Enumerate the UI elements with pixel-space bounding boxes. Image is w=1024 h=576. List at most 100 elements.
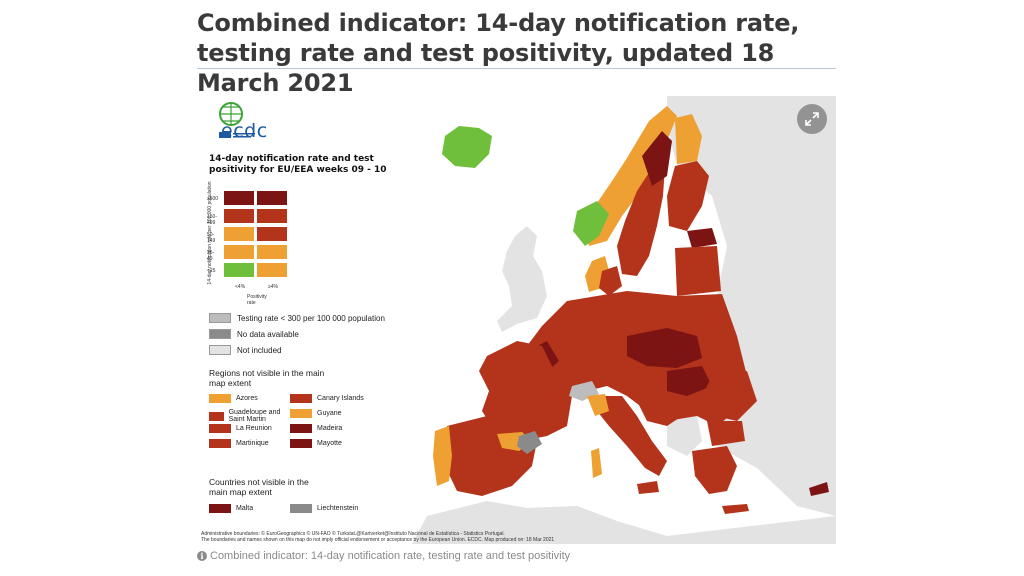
region-swatch: [290, 409, 312, 418]
ecdc-logo-text: ecdc: [221, 120, 268, 142]
region-label: Azores: [236, 395, 258, 402]
x-band-label: <4%: [235, 284, 246, 290]
page-title: Combined indicator: 14-day notification …: [197, 9, 800, 97]
y-band-label: 50-149: [207, 232, 216, 244]
map-footer: Administrative boundaries: © EuroGeograp…: [201, 531, 621, 543]
country-swatch: [290, 504, 312, 513]
region-label: Mayotte: [317, 440, 342, 447]
map-balkans-nonEU: [667, 416, 702, 456]
matrix-cell: [223, 208, 255, 224]
legend-key: No data available: [209, 329, 299, 339]
region-item: Madeira: [290, 424, 370, 433]
map-sicily: [637, 481, 659, 494]
region-item: Canary Islands: [290, 394, 370, 403]
map-latvia-lithuania: [675, 246, 721, 296]
region-item: Guadeloupe and Saint Martin: [209, 409, 289, 423]
region-swatch: [209, 394, 231, 403]
legend-key: Testing rate < 300 per 100 000 populatio…: [209, 313, 385, 323]
countries-title: Countries not visible in the main map ex…: [209, 477, 309, 497]
map-finland: [667, 161, 709, 231]
country-label: Liechtenstein: [317, 505, 359, 512]
map-legend: ecdc 14-day notification rate and test p…: [197, 96, 407, 526]
expand-button[interactable]: [797, 104, 827, 134]
region-swatch: [290, 424, 312, 433]
y-band-label: 25-49: [207, 250, 215, 262]
info-icon: i: [197, 551, 207, 561]
country-swatch: [209, 504, 231, 513]
map-denmark: [599, 266, 622, 296]
map-finland-north: [675, 114, 702, 164]
title-divider: [197, 68, 836, 69]
legend-swatch: [209, 313, 231, 323]
region-item: La Reunion: [209, 424, 289, 433]
map-greece: [692, 446, 737, 494]
footer-boundaries: Administrative boundaries: © EuroGeograp…: [201, 531, 505, 537]
ecdc-logo-icon: [219, 102, 255, 138]
matrix-cell: [223, 190, 255, 206]
legend-key-label: No data available: [237, 329, 299, 339]
map-iceland: [442, 126, 492, 168]
map-figure: ecdc 14-day notification rate and test p…: [197, 96, 836, 544]
caption-text: Combined indicator: 14-day notification …: [210, 550, 571, 562]
map-bulgaria: [707, 421, 745, 446]
map-czech-slovakia: [627, 328, 702, 368]
map-sweden: [617, 166, 665, 276]
x-band-label: ≥4%: [268, 284, 278, 290]
region-label: Guyane: [317, 410, 342, 417]
expand-icon: [805, 112, 819, 126]
map-hungary: [667, 366, 712, 396]
y-band-label: 150-499: [207, 214, 218, 226]
matrix-cell: [256, 190, 288, 206]
map-italy-orange: [587, 394, 609, 416]
map-north-africa: [412, 501, 836, 544]
map-uk: [497, 226, 547, 332]
legend-key: Not included: [209, 345, 281, 355]
matrix-cell: [256, 208, 288, 224]
map-cyprus: [809, 482, 829, 496]
map-croatia: [637, 396, 682, 426]
matrix-cell: [256, 226, 288, 242]
map-romania: [702, 371, 757, 421]
matrix-cell: [223, 262, 255, 278]
legend-swatch: [209, 345, 231, 355]
europe-map: [412, 96, 836, 544]
legend-swatch: [209, 329, 231, 339]
legend-key-label: Not included: [237, 345, 282, 355]
matrix-cell: [256, 244, 288, 260]
region-swatch: [209, 424, 231, 433]
region-swatch: [209, 411, 224, 421]
matrix-cell: [223, 226, 255, 242]
country-item: Malta: [209, 504, 253, 513]
map-non-eu-east: [667, 96, 836, 516]
map-france: [479, 341, 572, 441]
map-turkey: [757, 416, 836, 496]
region-item: Azores: [209, 394, 289, 403]
region-label: Madeira: [317, 425, 343, 432]
region-item: Guyane: [290, 409, 370, 418]
map-sweden-north: [642, 131, 672, 186]
region-swatch: [290, 394, 312, 403]
map-italy: [597, 396, 667, 476]
map-portugal: [433, 426, 452, 486]
y-band-label: ≥500: [207, 196, 219, 202]
x-axis-label: Positivity rate: [247, 294, 267, 306]
map-catalonia-grey: [517, 431, 542, 454]
region-label: Canary Islands: [317, 395, 364, 402]
region-item: Mayotte: [290, 439, 370, 448]
legend-heading: 14-day notification rate and test positi…: [209, 154, 387, 175]
footer-disclaimer: The boundaries and names shown on this m…: [201, 537, 555, 543]
region-swatch: [209, 439, 231, 448]
matrix-cell: [223, 244, 255, 260]
figure-caption: i Combined indicator: 14-day notificatio…: [197, 550, 570, 562]
regions-title: Regions not visible in the main map exte…: [209, 368, 325, 388]
map-norway-green: [573, 201, 609, 246]
country-label: Malta: [236, 505, 254, 512]
country-item: Liechtenstein: [290, 504, 358, 513]
y-band-label: <25: [207, 268, 216, 274]
region-label: La Reunion: [236, 425, 272, 432]
map-crete: [722, 504, 749, 514]
map-sardinia: [591, 448, 602, 478]
region-label: Guadeloupe and Saint Martin: [228, 409, 281, 423]
map-estonia: [687, 228, 717, 248]
matrix-cell: [256, 262, 288, 278]
